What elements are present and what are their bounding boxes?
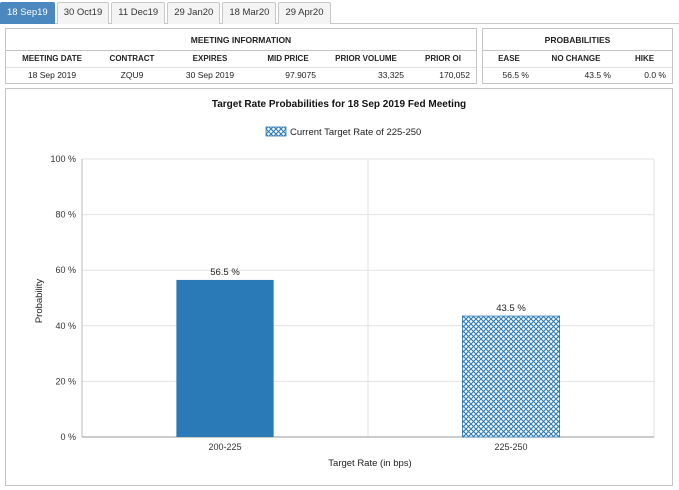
tab-29-apr20[interactable]: 29 Apr20 <box>278 2 331 24</box>
value-no-change: 43.5 % <box>584 69 611 80</box>
tab-18-sep19[interactable]: 18 Sep19 <box>0 2 55 24</box>
tab-29-jan20[interactable]: 29 Jan20 <box>167 2 221 24</box>
bar-200-225[interactable] <box>176 279 274 437</box>
legend-label: Current Target Rate of 225-250 <box>290 127 421 138</box>
chart-grid <box>81 158 655 438</box>
chart-title: Target Rate Probabilities for 18 Sep 201… <box>212 99 466 110</box>
value-meeting-date: 18 Sep 2019 <box>27 69 77 80</box>
tab-11-dec19[interactable]: 11 Dec19 <box>111 2 166 24</box>
y-axis: 0 % 20 % 40 % 60 % 80 % 100 % <box>50 154 76 442</box>
value-prior-oi: 170,052 <box>439 69 470 80</box>
meeting-information-panel: MEETING INFORMATION MEETING DATE CONTRAC… <box>5 28 477 84</box>
x-tick-label: 200-225 <box>208 442 241 452</box>
y-tick-label: 20 % <box>55 376 76 386</box>
probabilities-panel: PROBABILITIES EASE NO CHANGE HIKE 56.5 %… <box>482 28 673 84</box>
value-hike: 0.0 % <box>644 69 666 80</box>
y-tick-label: 100 % <box>50 154 76 164</box>
bar-value-label: 56.5 % <box>210 267 240 278</box>
bar-225-250[interactable] <box>461 315 561 438</box>
meeting-tabs: 18 Sep19 30 Oct19 11 Dec19 29 Jan20 18 Mar20… <box>0 0 679 24</box>
y-tick-label: 40 % <box>55 321 76 331</box>
header-prior-oi: PRIOR OI <box>410 51 476 68</box>
probabilities-title: PROBABILITIES <box>483 29 672 51</box>
header-prior-volume: PRIOR VOLUME <box>322 51 410 68</box>
header-mid-price: MID PRICE <box>254 51 322 68</box>
bar-value-label: 43.5 % <box>496 303 526 314</box>
meeting-information-table: MEETING DATE CONTRACT EXPIRES MID PRICE … <box>6 51 476 82</box>
value-expires: 30 Sep 2019 <box>185 69 235 80</box>
x-axis-label: Target Rate (in bps) <box>328 458 411 469</box>
tab-30-oct19[interactable]: 30 Oct19 <box>56 2 110 24</box>
header-no-change: NO CHANGE <box>535 51 617 68</box>
header-meeting-date: MEETING DATE <box>6 51 98 68</box>
header-contract: CONTRACT <box>98 51 166 68</box>
value-prior-volume: 33,325 <box>378 69 404 80</box>
target-rate-chart: Target Rate Probabilities for 18 Sep 201… <box>34 99 655 469</box>
value-ease: 56.5 % <box>502 69 529 80</box>
legend[interactable]: Current Target Rate of 225-250 <box>265 126 421 138</box>
chart-container: Target Rate Probabilities for 18 Sep 201… <box>5 88 673 486</box>
bars: 56.5 % 43.5 % <box>176 267 561 438</box>
y-tick-label: 60 % <box>55 265 76 275</box>
x-axis: 200-225 225-250 <box>208 442 527 452</box>
header-expires: EXPIRES <box>166 51 254 68</box>
value-contract: ZQU9 <box>120 69 144 80</box>
value-mid-price: 97.9075 <box>285 69 316 80</box>
probabilities-table: EASE NO CHANGE HIKE 56.5 % 43.5 % 0.0 % <box>483 51 672 82</box>
header-ease: EASE <box>483 51 535 68</box>
y-tick-label: 80 % <box>55 210 76 220</box>
x-tick-label: 225-250 <box>494 442 527 452</box>
y-tick-label: 0 % <box>60 432 76 442</box>
meeting-information-title: MEETING INFORMATION <box>6 29 476 51</box>
y-axis-label: Probability <box>34 279 45 324</box>
legend-swatch <box>265 126 287 137</box>
tab-18-mar20[interactable]: 18 Mar20 <box>222 2 277 24</box>
header-hike: HIKE <box>617 51 672 68</box>
